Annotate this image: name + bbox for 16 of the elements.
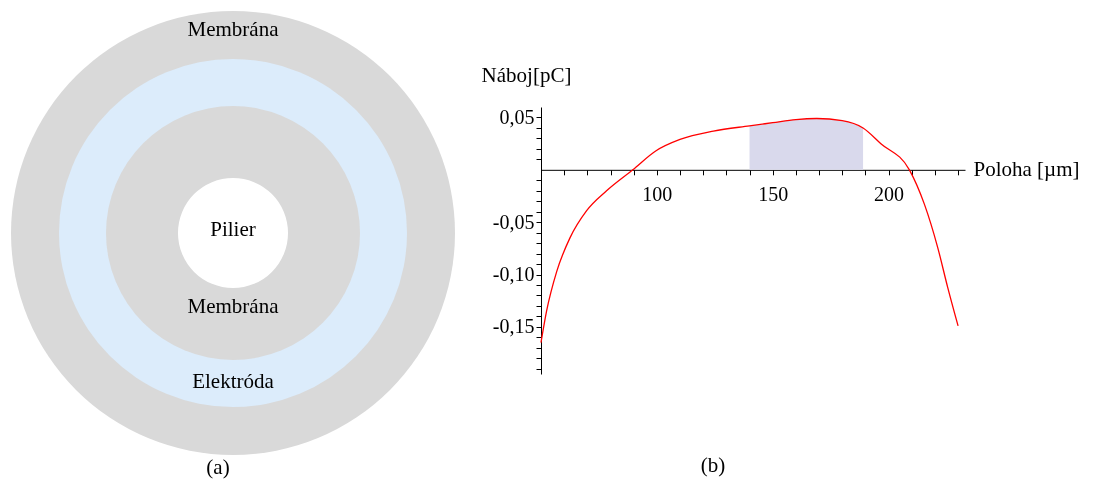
x-axis-title: Poloha [µm] [973, 157, 1080, 182]
y-tick-label: 0,05 [499, 105, 535, 128]
text: Membrána [187, 294, 280, 318]
x-tick-label: 200 [874, 183, 905, 206]
line-series [540, 117, 959, 344]
text: (b) [700, 453, 726, 477]
text: Elektróda [192, 369, 275, 393]
x-tick-label: 150 [758, 183, 789, 206]
x-tick-label: 100 [642, 183, 673, 206]
text: (a) [206, 455, 230, 479]
text: Membrána [187, 17, 280, 41]
y-tick-label: -0,10 [492, 263, 535, 286]
y-axis-title: Náboj[pC] [481, 62, 572, 87]
y-tick-label: -0,15 [492, 315, 535, 338]
y-tick-label: -0,05 [492, 210, 535, 233]
text: Pilier [210, 217, 256, 241]
